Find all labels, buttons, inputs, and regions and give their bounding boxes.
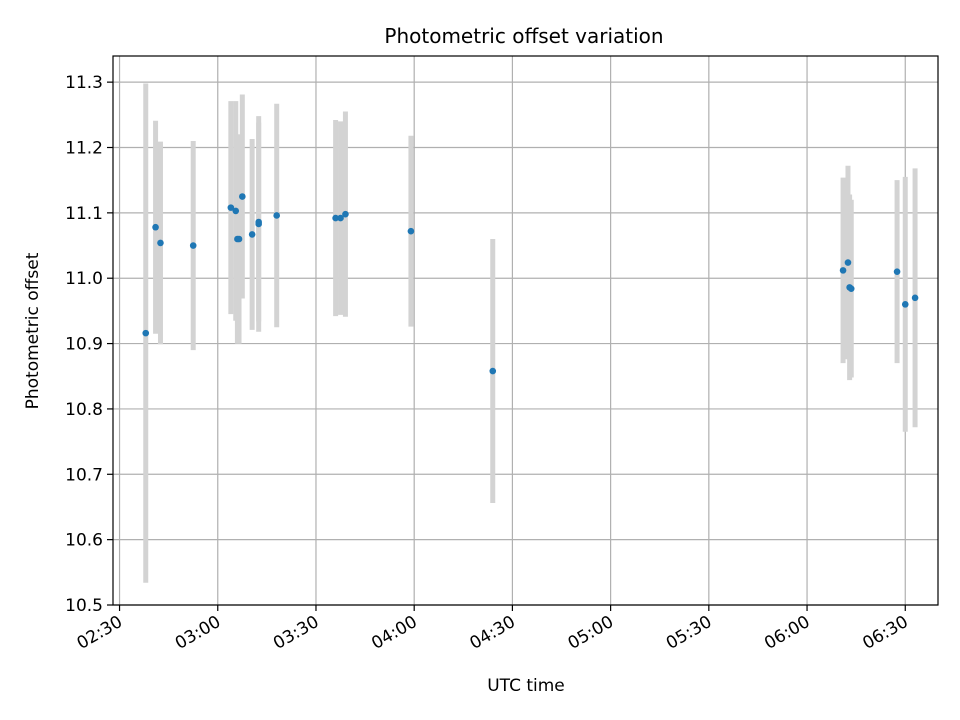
data-point [407, 227, 415, 235]
y-tick-label: 10.7 [65, 465, 103, 485]
y-tick-label: 10.8 [65, 400, 103, 420]
y-tick-label: 11.3 [65, 73, 103, 93]
data-point [255, 218, 262, 226]
data-point [227, 204, 235, 211]
point-layer [142, 193, 919, 375]
data-point [332, 214, 339, 222]
data-point [235, 235, 243, 243]
data-point [839, 267, 847, 274]
data-point [142, 329, 150, 337]
x-axis-title: UTC time [487, 676, 565, 696]
y-tick-label: 11.0 [65, 269, 103, 289]
data-point [337, 214, 344, 222]
data-point [911, 294, 919, 302]
data-point [844, 259, 852, 266]
chart-title: Photometric offset variation [384, 24, 663, 48]
y-axis-title: Photometric offset [23, 252, 43, 409]
data-point [342, 210, 349, 218]
y-tick-label: 10.5 [65, 596, 103, 616]
y-tick-label: 11.1 [65, 204, 103, 224]
data-point [157, 239, 164, 247]
data-point [248, 231, 256, 238]
y-tick-label: 11.2 [65, 139, 103, 159]
data-point [489, 367, 497, 375]
data-point [189, 242, 197, 249]
data-point [273, 212, 280, 219]
data-point [232, 207, 240, 215]
data-point [152, 223, 159, 231]
data-point [847, 285, 855, 292]
y-tick-label: 10.9 [65, 335, 103, 355]
data-point [893, 268, 901, 275]
data-point [901, 301, 909, 308]
data-point [239, 193, 246, 200]
y-tick-label: 10.6 [65, 531, 103, 551]
plot-frame [112, 55, 939, 606]
